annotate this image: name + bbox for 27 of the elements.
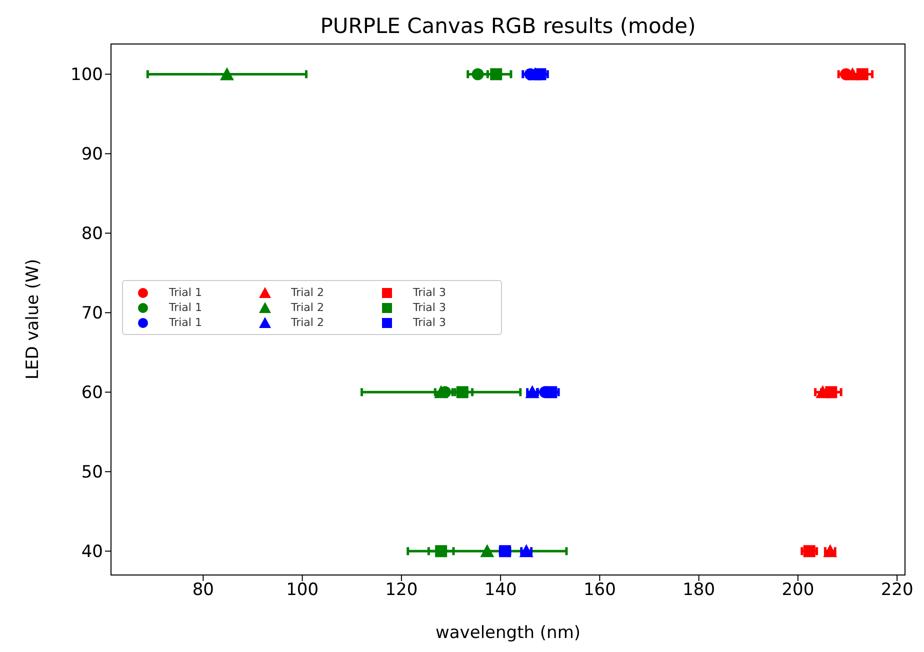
y-tick-label: 90 — [81, 144, 103, 165]
x-tick-label: 120 — [385, 580, 418, 600]
chart-title: PURPLE Canvas RGB results (mode) — [319, 14, 697, 38]
x-axis-title: wavelength (nm) — [435, 623, 581, 643]
y-tick-label: 40 — [81, 542, 103, 562]
legend-label: Trial 3 — [413, 301, 446, 314]
x-tick-label: 220 — [880, 580, 914, 600]
y-tick-label: 50 — [81, 462, 103, 483]
x-tick-label: 160 — [583, 580, 616, 600]
legend-label: Trial 1 — [169, 301, 202, 314]
legend-label: Trial 1 — [169, 286, 202, 299]
x-tick-label: 200 — [782, 580, 814, 600]
legend-label: Trial 2 — [291, 286, 324, 299]
x-tick-label: 140 — [484, 580, 517, 600]
y-tick-label: 80 — [81, 224, 103, 244]
y-tick-label: 60 — [81, 383, 103, 404]
x-tick-label: 180 — [682, 580, 716, 600]
y-tick-label: 70 — [81, 304, 103, 324]
legend-label: Trial 2 — [291, 316, 324, 329]
x-tick-label: 80 — [192, 580, 214, 600]
legend-label: Trial 3 — [413, 286, 446, 299]
legend-label: Trial 1 — [169, 316, 202, 329]
y-axis-title: LED value (W) — [23, 258, 44, 380]
y-tick-label: 100 — [70, 65, 103, 86]
legend-label: Trial 2 — [291, 301, 324, 314]
legend-label: Trial 3 — [413, 316, 446, 329]
x-tick-label: 100 — [286, 580, 319, 600]
